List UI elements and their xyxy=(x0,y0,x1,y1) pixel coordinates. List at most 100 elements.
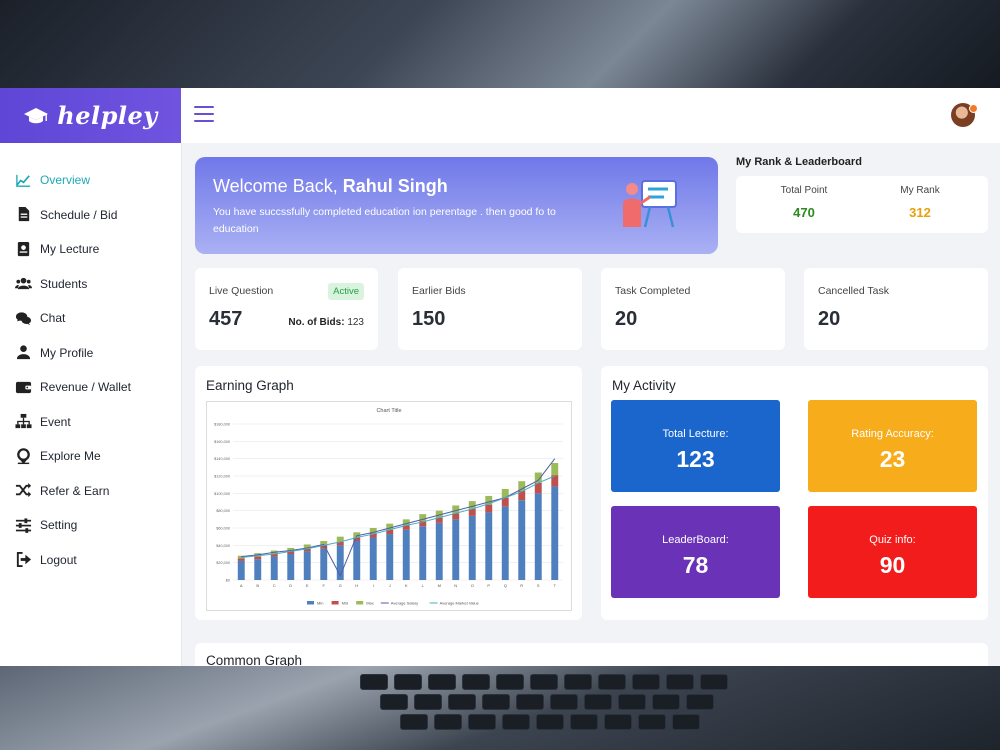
bar-max xyxy=(419,514,427,522)
bar-mid xyxy=(534,482,542,494)
sidebar-item-logout[interactable]: Logout xyxy=(0,543,181,578)
total-point: Total Point 470 xyxy=(741,176,867,220)
earlier-bids-card[interactable]: Earlier Bids 150 xyxy=(398,268,582,350)
sidebar-item-label: Explore Me xyxy=(40,449,101,464)
bar-min xyxy=(320,548,328,580)
status-badge: Active xyxy=(328,283,364,300)
legend-swatch xyxy=(331,601,339,605)
sidebar-item-explore-me[interactable]: Explore Me xyxy=(0,439,181,474)
bar-min xyxy=(270,556,278,580)
users-icon xyxy=(15,278,32,290)
sidebar-item-chat[interactable]: Chat xyxy=(0,301,181,336)
bar-mid xyxy=(254,556,262,560)
bar-max xyxy=(518,481,526,491)
sidebar-item-students[interactable]: Students xyxy=(0,267,181,302)
sidebar-item-overview[interactable]: Overview xyxy=(0,163,181,198)
sidebar-item-label: Event xyxy=(40,414,71,429)
sidebar-item-label: Students xyxy=(40,276,88,291)
sidebar-item-my-lecture[interactable]: My Lecture xyxy=(0,232,181,267)
y-tick-label: $140,000 xyxy=(214,457,230,461)
sidebar-item-setting[interactable]: Setting xyxy=(0,508,181,543)
earning-graph-title: Earning Graph xyxy=(206,378,294,393)
bar-max xyxy=(369,528,377,534)
user-icon xyxy=(16,345,31,360)
shuffle-icon xyxy=(15,483,32,498)
sidebar-item-label: My Profile xyxy=(40,345,94,360)
bar-min xyxy=(501,506,509,580)
live-question-card[interactable]: Live Question Active 457 No. of Bids: 12… xyxy=(195,268,378,350)
bar-mid xyxy=(270,554,278,557)
brand-logo[interactable]: helpley xyxy=(0,88,181,143)
x-tick-label: Q xyxy=(504,583,507,588)
brand-name: helpley xyxy=(57,101,158,130)
cancelled-task-value: 20 xyxy=(818,308,841,330)
my-rank-value: 312 xyxy=(909,205,931,220)
x-tick-label: I xyxy=(373,583,374,588)
sidebar-item-label: Logout xyxy=(40,552,77,567)
sidebar-item-label: Revenue / Wallet xyxy=(40,380,131,395)
x-tick-label: H xyxy=(355,583,358,588)
activity-tile-label: Total Lecture: xyxy=(662,428,729,440)
activity-tile-quiz-info[interactable]: Quiz info: 90 xyxy=(808,506,977,598)
bar-max xyxy=(551,463,559,476)
activity-tile-rating-accuracy[interactable]: Rating Accuracy: 23 xyxy=(808,400,977,492)
my-activity-card: My Activity Total Lecture: 123 Rating Accu… xyxy=(601,366,988,620)
graduation-cap-icon xyxy=(24,107,49,123)
bar-min xyxy=(518,500,526,580)
bar-mid xyxy=(320,545,328,549)
chat-icon xyxy=(15,312,32,325)
welcome-heading: Welcome Back, Rahul Singh xyxy=(213,176,448,197)
document-icon xyxy=(18,207,30,222)
bar-mid xyxy=(452,513,460,520)
x-tick-label: P xyxy=(487,583,490,588)
sidebar-item-schedule-bid[interactable]: Schedule / Bid xyxy=(0,198,181,233)
x-tick-label: A xyxy=(240,583,243,588)
cancelled-task-card[interactable]: Cancelled Task 20 xyxy=(804,268,988,350)
bar-max xyxy=(501,489,509,498)
rank-section-title: My Rank & Leaderboard xyxy=(736,156,862,168)
task-completed-value: 20 xyxy=(615,308,638,330)
task-completed-card[interactable]: Task Completed 20 xyxy=(601,268,785,350)
bids-value: 123 xyxy=(347,317,364,328)
bar-min xyxy=(369,537,377,580)
bar-min xyxy=(287,554,295,580)
sitemap-icon xyxy=(15,414,32,429)
activity-tile-label: Quiz info: xyxy=(869,534,916,546)
bar-min xyxy=(303,551,311,580)
x-tick-label: E xyxy=(306,583,309,588)
bids-count: No. of Bids: 123 xyxy=(288,317,364,328)
legend-swatch xyxy=(356,601,364,605)
sidebar-item-my-profile[interactable]: My Profile xyxy=(0,336,181,371)
activity-tile-value: 78 xyxy=(682,552,709,578)
line-average-market-value xyxy=(241,475,555,558)
earlier-bids-value: 150 xyxy=(412,308,446,330)
pin-icon xyxy=(17,448,30,464)
x-tick-label: B xyxy=(256,583,259,588)
legend-label: Average Market Value xyxy=(440,601,480,606)
bar-max xyxy=(353,532,361,538)
sidebar-item-event[interactable]: Event xyxy=(0,405,181,440)
teacher-board-illustration xyxy=(623,180,677,228)
bar-mid xyxy=(287,551,295,554)
menu-toggle-icon[interactable] xyxy=(194,106,214,122)
app-window: helpley Overview Schedule / Bid My Lecture… xyxy=(0,88,1000,666)
earning-chart: Chart Title $0 $20,000 $40,000 $60,000 $80,00… xyxy=(206,401,572,611)
sidebar-item-refer-earn[interactable]: Refer & Earn xyxy=(0,474,181,509)
bar-mid xyxy=(303,548,311,552)
my-rank-label: My Rank xyxy=(900,185,940,196)
bar-min xyxy=(386,534,394,580)
activity-tile-label: Rating Accuracy: xyxy=(851,428,934,440)
bar-max xyxy=(402,519,410,526)
logout-icon xyxy=(16,552,32,568)
sidebar-item-label: Setting xyxy=(40,518,78,533)
chart-line-icon xyxy=(16,174,31,187)
legend-label: Min xyxy=(317,601,323,606)
legend-label: Max xyxy=(366,601,374,606)
activity-tile-leaderboard[interactable]: LeaderBoard: 78 xyxy=(611,506,780,598)
bar-max xyxy=(386,523,394,530)
activity-tile-total-lecture[interactable]: Total Lecture: 123 xyxy=(611,400,780,492)
x-tick-label: D xyxy=(289,583,292,588)
sidebar-item-label: Schedule / Bid xyxy=(40,207,118,222)
sidebar-item-revenue-wallet[interactable]: Revenue / Wallet xyxy=(0,370,181,405)
user-name: Rahul Singh xyxy=(342,176,448,196)
